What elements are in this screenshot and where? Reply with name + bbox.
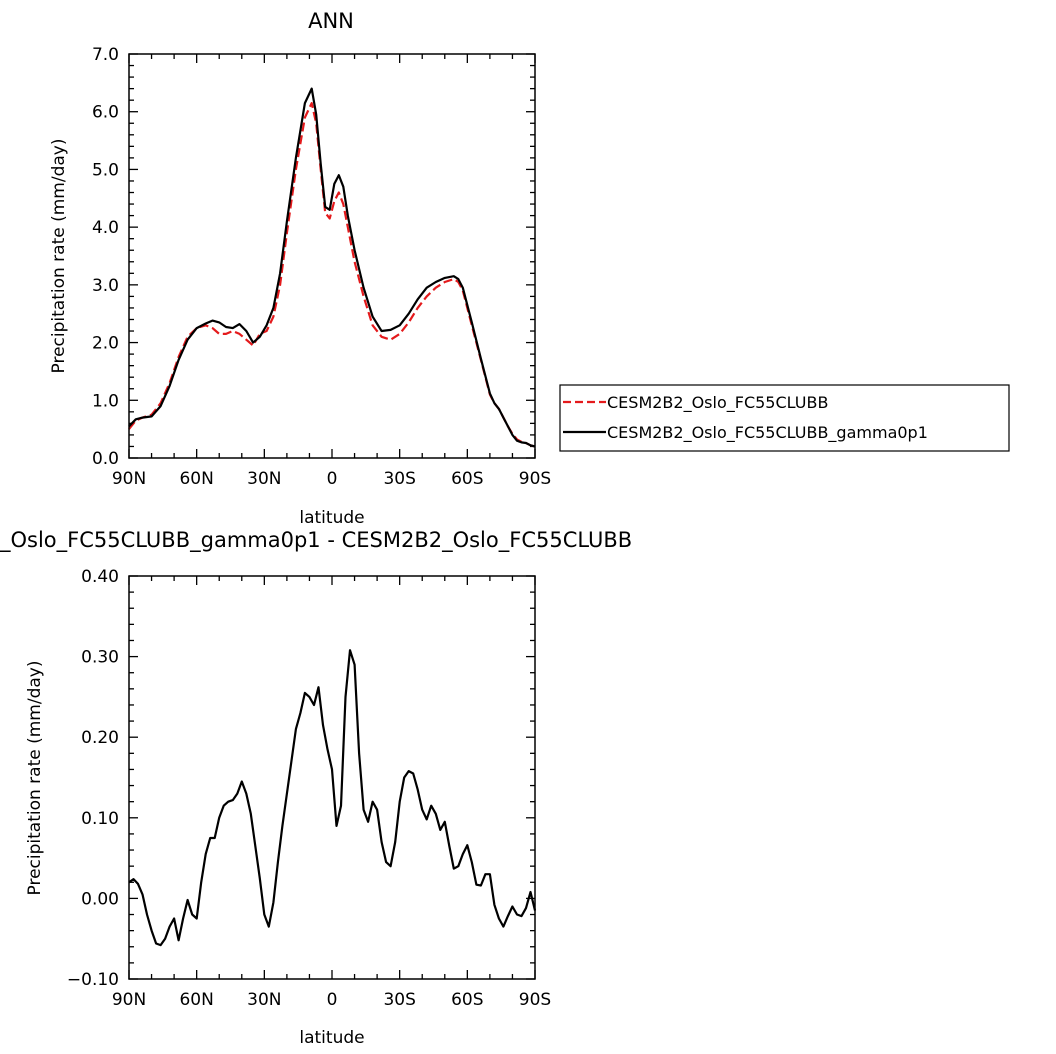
y-tick-label: 0.10 — [81, 809, 119, 829]
top-chart-ylabel: Precipitation rate (mm/day) — [49, 139, 69, 374]
x-tick-label: 30S — [383, 469, 415, 489]
legend-entry-2: CESM2B2_Oslo_FC55CLUBB_gamma0p1 — [607, 423, 928, 443]
x-tick-label: 60S — [451, 990, 483, 1010]
x-tick-label: 90S — [519, 990, 551, 1010]
series-line-1 — [128, 649, 537, 947]
legend: CESM2B2_Oslo_FC55CLUBB CESM2B2_Oslo_FC55… — [559, 384, 1010, 452]
y-tick-label: 0.40 — [81, 567, 119, 587]
series-line-2 — [128, 87, 536, 448]
series-line-1 — [128, 101, 536, 448]
top-chart-series — [128, 87, 536, 448]
x-tick-label: 0 — [327, 990, 338, 1010]
y-tick-label: 4.0 — [92, 218, 119, 238]
x-tick-label: 90N — [112, 469, 146, 489]
x-tick-label: 30S — [383, 990, 415, 1010]
legend-box — [559, 384, 1010, 452]
y-tick-label: 0.30 — [81, 648, 119, 668]
x-tick-label: 90N — [112, 990, 146, 1010]
top-chart-title: ANN — [308, 9, 354, 33]
x-tick-label: 60S — [451, 469, 483, 489]
y-tick-label: 0.20 — [81, 728, 119, 748]
top-chart-frame — [128, 53, 536, 459]
top-chart: ANN 90N 60N 30N 0 30S 60S 90S 0.0 1.0 2.0 3.0 4.0 5.… — [49, 9, 551, 528]
x-tick-label: 30N — [247, 990, 281, 1010]
bottom-chart-ticks: 90N 60N 30N 0 30S 60S 90S −0.10 0.00 0.10 0.20 0.30… — [67, 567, 551, 1010]
y-tick-label: 1.0 — [92, 391, 119, 411]
bottom-chart-frame — [128, 575, 536, 980]
y-tick-label: 5.0 — [92, 160, 119, 180]
bottom-chart-title: _Oslo_FC55CLUBB_gamma0p1 - CESM2B2_Oslo_… — [0, 528, 632, 553]
x-tick-label: 60N — [179, 990, 213, 1010]
legend-entry-1: CESM2B2_Oslo_FC55CLUBB — [607, 393, 828, 413]
top-chart-xlabel: latitude — [299, 508, 364, 528]
y-tick-label: −0.10 — [67, 970, 119, 990]
y-tick-label: 0.00 — [81, 889, 119, 909]
bottom-chart-series — [128, 649, 537, 947]
x-tick-label: 60N — [179, 469, 213, 489]
y-tick-label: 3.0 — [92, 276, 119, 296]
y-tick-label: 0.0 — [92, 449, 119, 469]
y-tick-label: 6.0 — [92, 103, 119, 123]
bottom-chart-xlabel: latitude — [299, 1028, 364, 1048]
bottom-chart-ylabel: Precipitation rate (mm/day) — [25, 661, 45, 896]
top-chart-ticks: 90N 60N 30N 0 30S 60S 90S 0.0 1.0 2.0 3.0 4.0 5.0 6.0… — [92, 45, 551, 489]
x-tick-label: 0 — [327, 469, 338, 489]
y-tick-label: 7.0 — [92, 45, 119, 65]
x-tick-label: 30N — [247, 469, 281, 489]
x-tick-label: 90S — [519, 469, 551, 489]
bottom-chart: _Oslo_FC55CLUBB_gamma0p1 - CESM2B2_Oslo_… — [0, 528, 632, 1048]
y-tick-label: 2.0 — [92, 334, 119, 354]
